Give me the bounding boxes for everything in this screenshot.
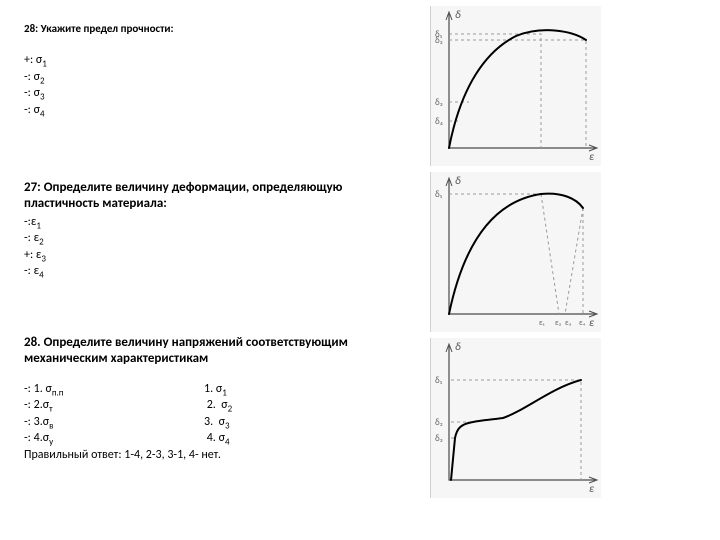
q27-text: 27: Определите величину деформации, опре… <box>24 180 424 213</box>
q26-title: 28: Укажите предел прочности: <box>24 22 424 35</box>
q26-opt: +: σ1 <box>24 53 424 70</box>
q26-opt: -: σ2 <box>24 70 424 87</box>
question-26: 28: Укажите предел прочности: +: σ1 -: σ… <box>24 22 424 120</box>
q27-opt: -: ε2 <box>24 231 424 248</box>
svg-text:δ₄: δ₄ <box>435 116 443 127</box>
stress-strain-chart-2: δεδ₁ε₁ε₂ε₃ε₄ <box>430 172 601 332</box>
q28-row: -: 1. σп.п 1. σ1 <box>24 382 454 399</box>
q26-options: +: σ1 -: σ2 -: σ3 -: σ4 <box>24 53 424 120</box>
svg-text:δ₁: δ₁ <box>435 189 443 200</box>
svg-text:δ: δ <box>455 8 461 21</box>
q26-opt: -: σ4 <box>24 103 424 120</box>
q28-row: -: 2.σт 2. σ2 <box>24 398 454 415</box>
svg-text:δ₂: δ₂ <box>435 35 443 46</box>
svg-text:δ₂: δ₂ <box>435 417 443 428</box>
svg-text:δ₁: δ₁ <box>435 375 443 386</box>
q27-opt: -: ε4 <box>24 264 424 281</box>
svg-text:δ₃: δ₃ <box>435 97 443 108</box>
page: 28: Укажите предел прочности: +: σ1 -: σ… <box>0 0 720 540</box>
svg-text:ε₁: ε₁ <box>539 318 545 328</box>
q28-row: -: 3.σв 3. σ3 <box>24 415 454 432</box>
svg-text:δ: δ <box>455 340 461 353</box>
svg-text:ε₄: ε₄ <box>579 318 586 328</box>
q28-row: -: 4.σу 4. σ4 <box>24 431 454 448</box>
svg-text:δ₃: δ₃ <box>435 433 443 444</box>
q26-opt: -: σ3 <box>24 86 424 103</box>
stress-strain-chart-3: δεδ₁δ₂δ₃ <box>430 338 601 498</box>
q28-text: 28. Определите величину напряжений соотв… <box>24 335 454 368</box>
svg-text:δ: δ <box>455 174 461 187</box>
svg-text:ε₃: ε₃ <box>565 318 572 328</box>
q27-options: -:ε1 -: ε2 +: ε3 -: ε4 <box>24 215 424 282</box>
q28-options: -: 1. σп.п 1. σ1 -: 2.σт 2. σ2 -: 3.σв 3… <box>24 382 454 464</box>
q27-opt: +: ε3 <box>24 248 424 265</box>
q27-opt: -:ε1 <box>24 215 424 232</box>
svg-text:ε₂: ε₂ <box>555 318 562 328</box>
question-28: 28. Определите величину напряжений соотв… <box>24 335 454 463</box>
q28-answer: Правильный ответ: 1-4, 2-3, 3-1, 4- нет. <box>24 448 454 463</box>
question-27: 27: Определите величину деформации, опре… <box>24 180 424 281</box>
stress-strain-chart-1: δεδ₁δ₂δ₃δ₄ <box>430 6 601 166</box>
